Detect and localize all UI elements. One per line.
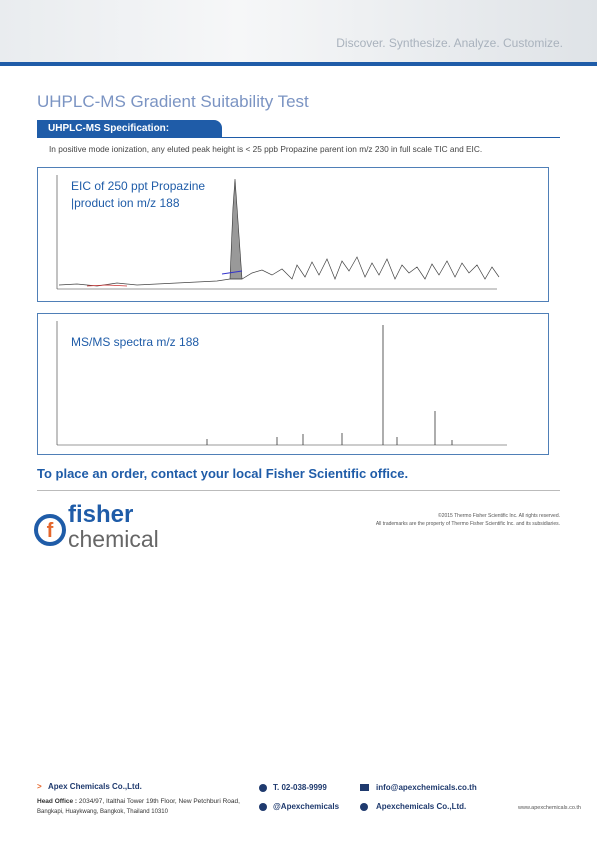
section-heading: UHPLC-MS Specification: (37, 120, 222, 137)
email-icon (360, 784, 369, 791)
head-office-label: Head Office : (37, 798, 78, 805)
figure-caption: MS/MS spectra m/z 188 (71, 335, 199, 349)
company: Apex Chemicals Co.,Ltd. (48, 782, 142, 791)
bullet: > (37, 782, 42, 791)
title: UHPLC-MS Gradient Suitability Test (37, 92, 309, 111)
spectrum: MS/MS spectra m/z 188 (37, 313, 549, 455)
facebook-icon (360, 803, 368, 811)
copyright: All trademarks are the property of Therm… (375, 521, 560, 527)
header-bar (0, 62, 597, 66)
logo-mark: f (34, 514, 66, 546)
logo-text: chemical (68, 526, 159, 552)
email: info@apexchemicals.co.th (376, 783, 477, 792)
facebook: Apexchemicals Co.,Ltd. (376, 802, 467, 811)
chromatogram: EIC of 250 ppt Propazine |product ion m/… (37, 167, 549, 302)
figure-frame (37, 313, 549, 455)
logo-text: fisher (68, 501, 134, 528)
rule (37, 137, 560, 138)
rule (37, 490, 560, 491)
line-icon (259, 803, 267, 811)
line-id: @Apexchemicals (273, 802, 340, 811)
address: Bangkapi, Huaykwang, Bangkok, Thailand 1… (37, 809, 168, 815)
address: 2034/97, Italthai Tower 19th Floor, New … (78, 798, 240, 805)
phone: T. 02-038-9999 (273, 783, 327, 792)
section-text: In positive mode ionization, any eluted … (49, 144, 483, 154)
figure-frame (37, 167, 549, 302)
head-office: Head Office : 2034/97, Italthai Tower 19… (37, 798, 240, 805)
order-text: To place an order, contact your local Fi… (37, 466, 409, 481)
tagline: Discover. Synthesize. Analyze. Customize… (336, 36, 563, 50)
figure-caption: EIC of 250 ppt Propazine (71, 179, 205, 193)
spectrum-lines (206, 325, 453, 445)
svg-text:f: f (47, 520, 54, 542)
figure-caption: |product ion m/z 188 (71, 196, 180, 210)
header-banner (0, 0, 597, 62)
website: www.apexchemicals.co.th (518, 805, 581, 811)
copyright: ©2015 Thermo Fisher Scientific Inc. All … (438, 513, 560, 519)
phone-icon (259, 784, 267, 792)
